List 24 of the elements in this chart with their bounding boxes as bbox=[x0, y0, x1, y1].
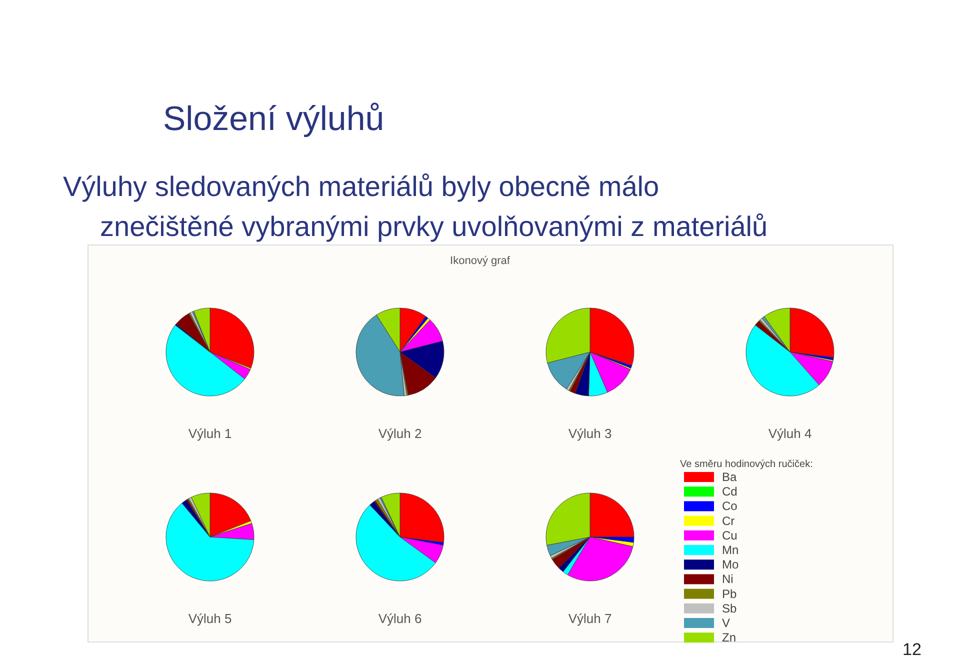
legend-label: Mn bbox=[722, 543, 739, 557]
legend-label: Ni bbox=[722, 572, 734, 586]
text: Výluh 6 bbox=[378, 611, 422, 626]
legend-label: Cd bbox=[722, 484, 738, 499]
text: Výluh 4 bbox=[768, 426, 812, 441]
legend-label: Cr bbox=[722, 514, 735, 528]
legend-title: Ve směru hodinových ručiček: bbox=[680, 459, 813, 470]
legend-label: Cu bbox=[722, 528, 738, 542]
text: Výluh 2 bbox=[378, 426, 422, 441]
legend-label: Pb bbox=[722, 586, 738, 601]
legend-label: V bbox=[722, 616, 730, 630]
text: Výluh 3 bbox=[568, 426, 612, 441]
legend-label: Zn bbox=[722, 630, 736, 645]
legend-label: Mo bbox=[722, 558, 739, 572]
text: Výluh 1 bbox=[188, 426, 232, 441]
legend-label: Ba bbox=[722, 470, 738, 484]
text: Ikonový graf bbox=[450, 255, 511, 267]
legend-label: Co bbox=[722, 499, 738, 514]
legend-label: Sb bbox=[722, 601, 738, 616]
text: 12 bbox=[902, 640, 922, 656]
text: Složení výluhů bbox=[163, 100, 384, 138]
text: Výluh 5 bbox=[188, 611, 232, 626]
text: Výluhy sledovaných materiálů byly obecně málo znečištěné vybranými prvky uvolňovanými z materiálů bbox=[63, 171, 768, 242]
text: Výluh 7 bbox=[568, 611, 612, 626]
